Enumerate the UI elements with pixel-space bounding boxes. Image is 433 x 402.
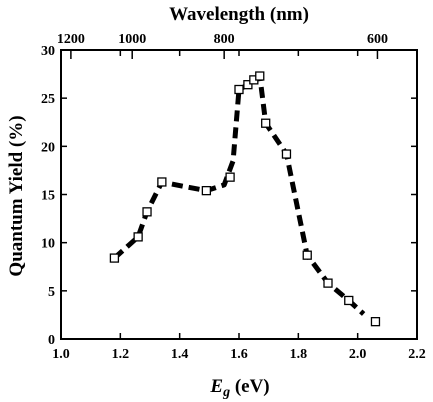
top-x-tick-label: 800 [214, 32, 235, 47]
data-point [157, 177, 167, 187]
data-point [255, 71, 265, 81]
y-tick-label: 20 [41, 140, 55, 155]
x-tick-label: 1.2 [112, 347, 130, 362]
x-axis-title: Eg (eV) [209, 376, 269, 400]
y-tick-label: 15 [41, 189, 55, 204]
data-point [142, 207, 152, 217]
data-point [133, 232, 143, 242]
x-axis-symbol: E [209, 376, 223, 397]
y-tick-label: 10 [41, 237, 55, 252]
data-point [234, 84, 244, 95]
y-tick-label: 30 [41, 44, 55, 59]
x-tick-label: 2.0 [349, 347, 367, 362]
x-tick-label: 1.8 [290, 347, 308, 362]
dashed-fit-line [112, 73, 366, 316]
data-point [344, 295, 354, 306]
x-tick-label: 1.4 [171, 347, 189, 362]
y-axis-title: Quantum Yield (%) [6, 115, 27, 276]
top-x-tick-label: 600 [367, 32, 388, 47]
data-point-layer [109, 71, 381, 327]
top-x-tick-label: 1000 [118, 32, 146, 47]
y-tick-label: 0 [48, 333, 55, 348]
y-tick-label: 25 [41, 92, 55, 107]
x-axis-unit: (eV) [230, 376, 270, 397]
data-point [261, 118, 271, 128]
x-tick-label: 2.2 [408, 347, 426, 362]
top-x-tick-label: 1200 [57, 32, 85, 47]
x-tick-label: 1.0 [52, 347, 70, 362]
top-x-axis-title: Wavelength (nm) [169, 4, 309, 25]
data-point [302, 250, 312, 260]
data-point [323, 278, 333, 288]
data-point [281, 149, 292, 159]
data-point [243, 80, 253, 90]
y-tick-label: 5 [48, 285, 55, 300]
data-point [201, 185, 212, 196]
x-tick-label: 1.6 [230, 347, 248, 362]
data-point [370, 317, 381, 327]
fit-curve-layer [112, 73, 366, 316]
data-point [109, 253, 120, 263]
x-axis-subscript: g [222, 385, 230, 400]
data-point [225, 172, 235, 182]
